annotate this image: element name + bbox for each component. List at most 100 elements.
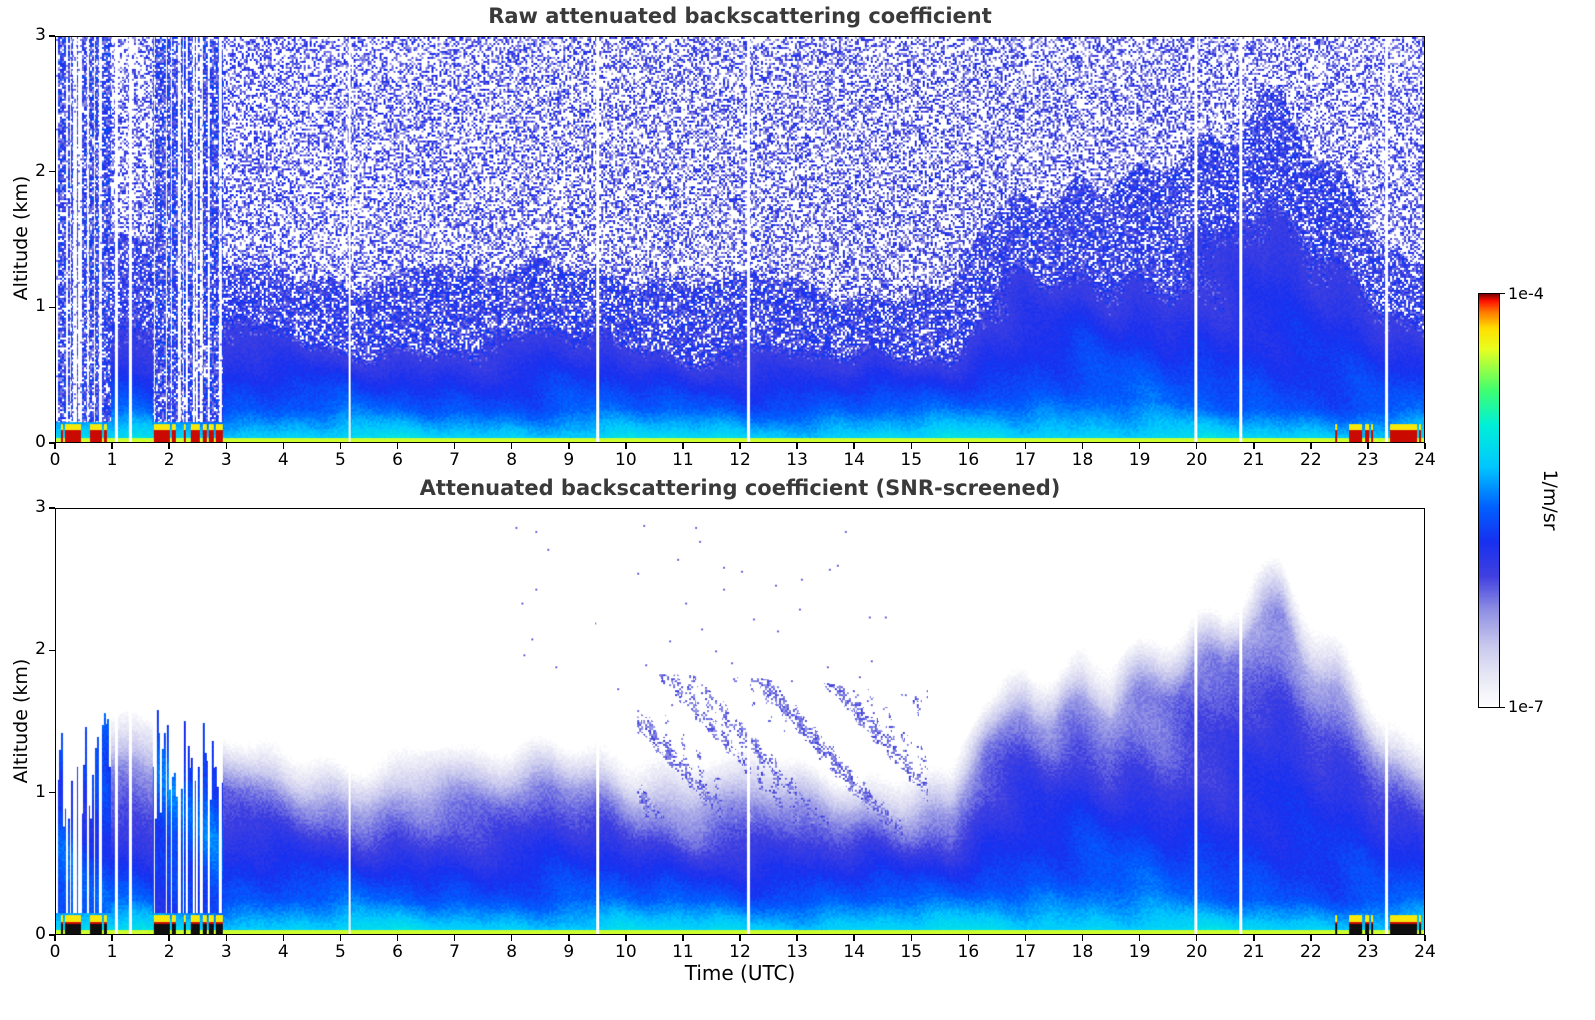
x-tick-mark [510,443,513,449]
x-tick-label: 22 [1300,450,1322,470]
x-tick-label: 20 [1185,450,1208,470]
x-tick-label: 21 [1242,942,1265,962]
x-tick-label: 5 [334,450,346,470]
x-tick-mark [1081,935,1084,941]
x-tick-label: 24 [1414,942,1436,962]
x-tick-mark [1024,935,1027,941]
x-tick-label: 12 [729,942,751,962]
plot-area-screened [55,508,1425,935]
x-tick-label: 2 [163,942,175,962]
x-tick-mark [1367,443,1369,449]
x-tick-label: 13 [786,450,808,470]
y-tick-mark [49,507,55,509]
x-tick-mark [453,935,456,941]
panel-title-raw: Raw attenuated backscattering coefficien… [488,4,992,28]
x-tick-mark [1138,443,1141,449]
x-tick-mark [168,443,170,449]
x-tick-label: 2 [163,450,175,470]
panel-title-screened: Attenuated backscattering coefficient (S… [419,476,1061,500]
x-tick-label: 15 [900,942,923,962]
x-tick-label: 19 [1128,450,1151,470]
x-tick-label: 14 [843,450,865,470]
x-tick-label: 0 [49,450,61,470]
x-tick-mark [1367,935,1369,941]
x-tick-label: 14 [843,942,865,962]
x-tick-mark [1024,443,1027,449]
x-tick-mark [111,935,113,941]
x-tick-label: 17 [1014,450,1037,470]
x-tick-mark [111,443,113,449]
x-tick-label: 5 [334,942,346,962]
x-tick-label: 9 [563,450,575,470]
colorbar [1478,293,1500,708]
x-tick-mark [225,935,227,941]
colorbar-min-label: 1e-7 [1508,697,1544,716]
x-tick-label: 16 [957,450,980,470]
x-tick-mark [339,935,342,941]
x-tick-label: 11 [672,450,694,470]
x-tick-label: 12 [729,450,751,470]
x-tick-label: 8 [506,450,518,470]
x-tick-mark [739,443,741,449]
x-tick-mark [739,935,741,941]
x-tick-mark [510,935,513,941]
x-tick-mark [54,935,56,941]
y-tick-label: 3 [35,497,46,517]
colorbar-min-tick [1500,706,1505,708]
x-tick-mark [568,935,570,941]
colorbar-canvas [1479,294,1499,707]
x-tick-mark [967,443,970,449]
colorbar-max-tick [1500,292,1505,294]
x-tick-label: 13 [786,942,808,962]
y-tick-mark [49,649,55,652]
x-tick-label: 7 [449,450,460,470]
x-tick-label: 18 [1071,450,1094,470]
x-tick-mark [1253,443,1255,449]
x-tick-label: 23 [1357,450,1379,470]
x-tick-mark [396,935,399,941]
x-tick-mark [853,935,855,941]
x-tick-mark [682,935,684,941]
x-tick-label: 10 [615,450,637,470]
colorbar-unit-label: 1/m/sr [1539,469,1561,531]
heatmap-canvas-raw [56,37,1424,442]
x-tick-mark [796,443,798,449]
x-tick-label: 3 [220,942,232,962]
x-tick-mark [1310,443,1312,449]
x-tick-mark [168,935,170,941]
colorbar-max-label: 1e-4 [1508,284,1544,303]
x-tick-mark [453,443,456,449]
x-tick-mark [967,935,970,941]
y-tick-mark [49,442,55,444]
x-tick-mark [282,935,285,941]
x-tick-label: 4 [277,450,289,470]
x-tick-label: 6 [392,942,403,962]
x-tick-mark [282,443,285,449]
x-tick-mark [682,443,684,449]
x-tick-mark [1424,935,1426,941]
x-tick-mark [796,935,798,941]
plot-area-raw [55,36,1425,443]
x-tick-mark [910,935,912,941]
x-tick-mark [853,443,855,449]
x-tick-mark [1310,935,1312,941]
x-tick-label: 20 [1185,942,1208,962]
x-tick-label: 3 [220,450,232,470]
x-tick-mark [396,443,399,449]
x-axis-label: Time (UTC) [684,961,796,985]
x-tick-label: 8 [506,942,518,962]
x-tick-label: 6 [392,450,403,470]
heatmap-canvas-screened [56,509,1424,934]
y-tick-mark [49,791,55,794]
y-tick-mark [49,170,55,173]
y-tick-label: 0 [35,924,46,944]
x-tick-mark [1253,935,1255,941]
x-tick-label: 22 [1300,942,1322,962]
y-tick-label: 2 [35,639,46,660]
x-tick-label: 9 [563,942,575,962]
x-tick-mark [1138,935,1141,941]
x-tick-mark [1195,935,1198,941]
x-tick-label: 18 [1071,942,1094,962]
x-tick-label: 16 [957,942,980,962]
y-tick-mark [49,306,55,309]
